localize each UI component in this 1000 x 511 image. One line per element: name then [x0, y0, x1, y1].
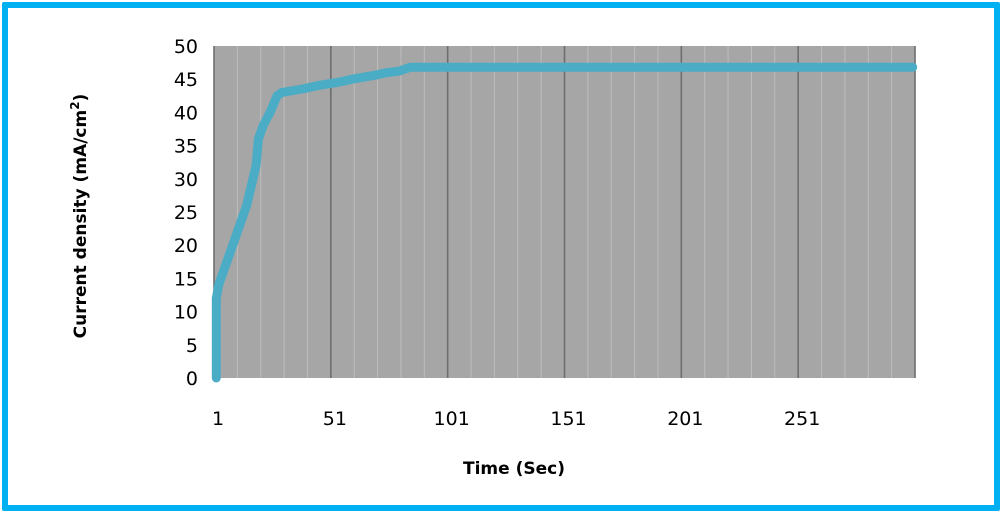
y-axis-title-close: ) — [71, 94, 91, 102]
y-tick-label: 35 — [174, 136, 198, 158]
y-axis-title: Current density (mA/cm2) — [68, 94, 91, 339]
y-tick-label: 50 — [174, 36, 198, 58]
y-tick-label: 30 — [174, 169, 198, 191]
y-axis-ticks: 0 5 10 15 20 25 30 35 40 45 50 — [174, 36, 198, 390]
y-tick-label: 0 — [186, 368, 198, 390]
y-tick-label: 5 — [186, 335, 198, 357]
series-line — [211, 62, 918, 383]
x-tick-label: 101 — [434, 408, 470, 430]
y-axis-title-main: Current density (mA/cm — [71, 110, 91, 339]
y-axis-title-superscript: 2 — [68, 101, 82, 109]
x-tick-label: 151 — [550, 408, 586, 430]
x-tick-label: 51 — [323, 408, 347, 430]
x-axis-ticks: 1 51 101 151 201 251 — [212, 408, 820, 430]
x-axis-title: Time (Sec) — [463, 459, 565, 479]
x-tick-label: 201 — [667, 408, 703, 430]
y-tick-label: 25 — [174, 202, 198, 224]
x-tick-label: 1 — [212, 408, 224, 430]
y-tick-label: 15 — [174, 268, 198, 290]
y-tick-label: 45 — [174, 69, 198, 91]
x-tick-label: 251 — [784, 408, 820, 430]
y-tick-label: 40 — [174, 102, 198, 124]
y-tick-label: 10 — [174, 302, 198, 324]
y-tick-label: 20 — [174, 235, 198, 257]
gridlines — [213, 46, 916, 378]
